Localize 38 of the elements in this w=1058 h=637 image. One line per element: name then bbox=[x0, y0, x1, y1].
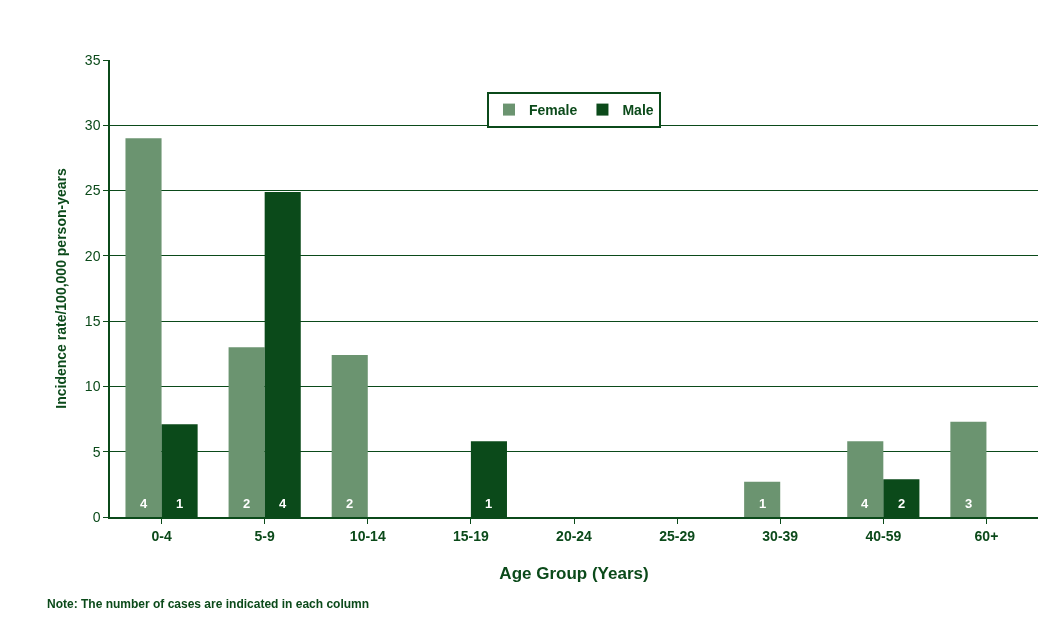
x-tick-label: 0-4 bbox=[151, 527, 172, 544]
annotation: 1 bbox=[176, 496, 184, 511]
y-tick-label: 20 bbox=[84, 247, 101, 264]
annotation: 4 bbox=[861, 496, 869, 511]
x-axis-title: Age Group (Years) bbox=[499, 564, 649, 584]
bar bbox=[331, 355, 368, 517]
annotation: 1 bbox=[759, 496, 767, 511]
y-tick-label: 25 bbox=[84, 182, 101, 199]
x-tick-label: 60+ bbox=[974, 527, 999, 544]
annotation: 4 bbox=[140, 496, 148, 511]
text: Note: The number of cases are indicated in each column bbox=[47, 597, 370, 611]
bar bbox=[950, 421, 987, 517]
annotation: 2 bbox=[898, 496, 906, 511]
y-tick-label: 5 bbox=[92, 443, 101, 460]
x-tick-label: 5-9 bbox=[254, 527, 275, 544]
legend-label: Male bbox=[622, 102, 654, 119]
x-tick-label: 25-29 bbox=[659, 527, 696, 544]
annotation: 1 bbox=[485, 496, 493, 511]
x-tick-label: 40-59 bbox=[865, 527, 902, 544]
annotation: 4 bbox=[279, 496, 287, 511]
annotation: 2 bbox=[243, 496, 251, 511]
x-tick-label: 20-24 bbox=[556, 527, 593, 544]
annotation: 3 bbox=[965, 496, 973, 511]
y-tick-label: 0 bbox=[92, 508, 101, 525]
bar bbox=[125, 138, 162, 517]
x-tick-label: 10-14 bbox=[349, 527, 386, 544]
y-tick-label: 10 bbox=[84, 378, 101, 395]
y-tick-label: 35 bbox=[84, 51, 101, 68]
y-tick-label: 30 bbox=[84, 117, 101, 134]
y-axis-title: Incidence rate/100,000 person-years bbox=[52, 168, 69, 409]
legend-label: Female bbox=[529, 102, 578, 119]
bar bbox=[744, 481, 781, 517]
bar bbox=[847, 441, 884, 517]
x-tick-label: 15-19 bbox=[452, 527, 489, 544]
bar bbox=[228, 347, 265, 517]
x-tick-label: 30-39 bbox=[762, 527, 799, 544]
y-tick-label: 15 bbox=[84, 313, 101, 330]
annotation: 2 bbox=[346, 496, 354, 511]
